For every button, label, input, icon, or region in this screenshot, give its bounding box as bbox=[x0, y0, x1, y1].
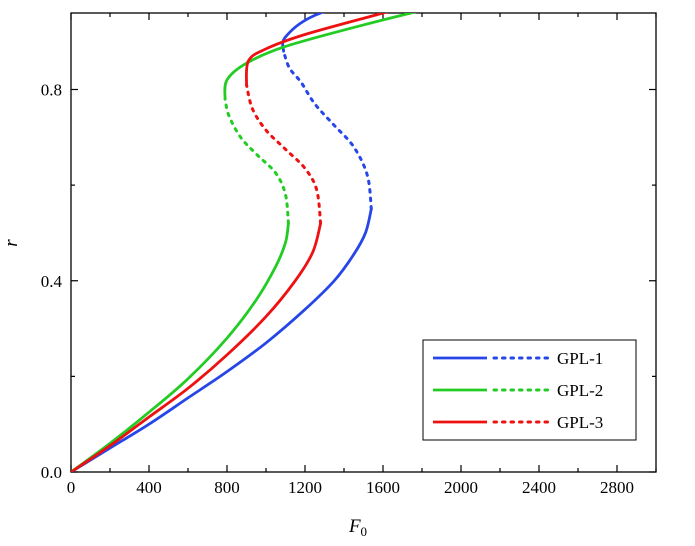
x-tick-label: 1600 bbox=[366, 478, 400, 497]
y-tick-label: 0.4 bbox=[41, 272, 63, 291]
tick-labels: 0 400 800 1200 1600 2000 2400 2800 0.0 0.4 0.8 bbox=[41, 81, 634, 498]
y-tick-label: 0.8 bbox=[41, 81, 62, 100]
x-tick-label: 2000 bbox=[444, 478, 478, 497]
x-tick-label: 0 bbox=[67, 478, 76, 497]
curve-gpl-1-unstable bbox=[282, 49, 373, 211]
x-tick-label: 1200 bbox=[288, 478, 322, 497]
legend-label: GPL-2 bbox=[557, 381, 603, 400]
y-axis-label: r bbox=[1, 239, 22, 247]
x-tick-label: 2800 bbox=[600, 478, 634, 497]
x-axis-label: F0 bbox=[348, 516, 367, 539]
curve-gpl-1-stable-lower bbox=[71, 207, 373, 472]
curve-gpl-2-unstable bbox=[223, 97, 290, 225]
plot-frame bbox=[70, 12, 657, 473]
axis-ticks bbox=[70, 13, 657, 473]
curve-gpl-1-stable-upper bbox=[281, 13, 325, 53]
y-tick-label: 0.0 bbox=[41, 463, 62, 482]
legend: GPL-1 GPL-2 GPL-3 bbox=[422, 339, 637, 441]
curves bbox=[71, 13, 417, 472]
legend-label: GPL-1 bbox=[557, 349, 603, 368]
x-tick-label: 400 bbox=[136, 478, 162, 497]
x-tick-label: 800 bbox=[214, 478, 240, 497]
curve-gpl-2-stable-lower bbox=[71, 221, 290, 472]
legend-label: GPL-3 bbox=[557, 413, 603, 432]
curve-gpl-2-stable-upper bbox=[223, 13, 417, 101]
x-tick-label: 2400 bbox=[522, 478, 556, 497]
curve-gpl-3-stable-lower bbox=[71, 221, 322, 472]
curve-gpl-3-stable-upper bbox=[244, 13, 389, 87]
curve-gpl-3-unstable bbox=[245, 83, 323, 225]
